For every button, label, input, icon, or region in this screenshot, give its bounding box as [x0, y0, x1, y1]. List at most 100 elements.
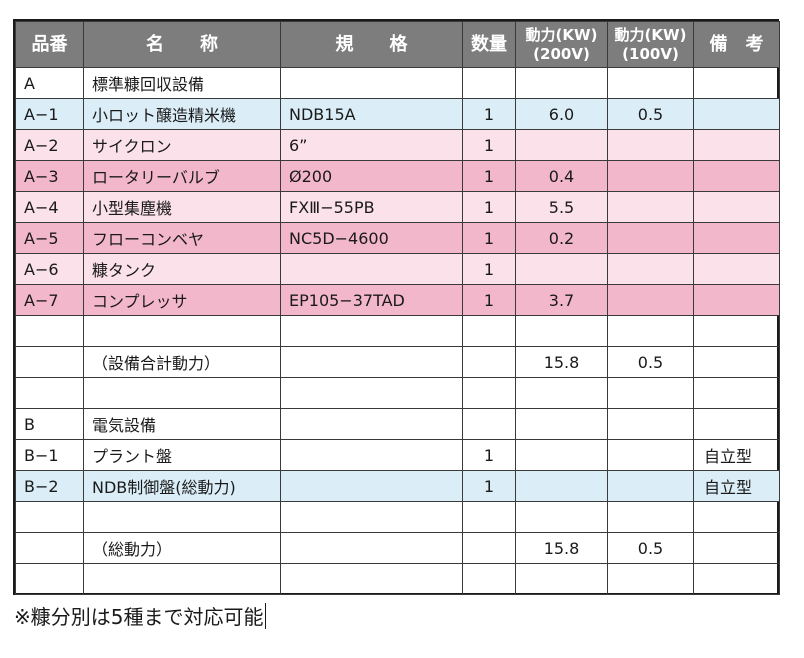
- cell-note: 自立型: [693, 439, 780, 471]
- cell-spec: [280, 408, 463, 440]
- cell-code: A−5: [15, 222, 84, 254]
- cell-note: [693, 67, 780, 99]
- cell-name: コンプレッサ: [83, 284, 281, 316]
- cell-power-200v: 3.7: [515, 284, 608, 316]
- cell-spec: [280, 67, 463, 99]
- cell-power-100v: 0.5: [607, 98, 694, 130]
- table-row: A−5 フローコンベヤ NC5D−4600 1 0.2: [15, 222, 780, 254]
- cell-power-100v: [607, 470, 694, 502]
- cell-qty: 1: [462, 191, 516, 223]
- table-row: A−2 サイクロン 6” 1: [15, 129, 780, 161]
- header-power-100v: 動力(KW) (100V): [607, 21, 694, 68]
- cell-power-100v: [607, 501, 694, 533]
- cell-spec: [280, 346, 463, 378]
- cell-code: B−1: [15, 439, 84, 471]
- cell-qty: 1: [462, 284, 516, 316]
- cell-qty: 1: [462, 160, 516, 192]
- cell-power-100v: [607, 439, 694, 471]
- cell-power-200v: [515, 377, 608, 409]
- cell-name: [83, 501, 281, 533]
- cell-qty: [462, 532, 516, 564]
- cell-spec: EP105−37TAD: [280, 284, 463, 316]
- cell-spec: NC5D−4600: [280, 222, 463, 254]
- header-power-100v-line2: (100V): [622, 44, 679, 63]
- cell-power-200v: 0.4: [515, 160, 608, 192]
- table-header-row: 品番 名 称 規 格 数量 動力(KW) (200V) 動力(KW) (100V…: [15, 21, 780, 68]
- table-row: A−1 小ロット醸造精米機 NDB15A 1 6.0 0.5: [15, 98, 780, 130]
- cell-power-200v: 0.2: [515, 222, 608, 254]
- cell-code: B−2: [15, 470, 84, 502]
- cell-name: サイクロン: [83, 129, 281, 161]
- table-row: B−1 プラント盤 1 自立型: [15, 439, 780, 471]
- cell-name: 小ロット醸造精米機: [83, 98, 281, 130]
- cell-qty: [462, 501, 516, 533]
- cell-power-200v: [515, 501, 608, 533]
- cell-name: ロータリーバルブ: [83, 160, 281, 192]
- cell-spec: [280, 253, 463, 285]
- cell-qty: [462, 377, 516, 409]
- cell-power-200v: [515, 563, 608, 595]
- cell-name: [83, 315, 281, 347]
- text-cursor: [265, 602, 267, 629]
- cell-name: [83, 377, 281, 409]
- cell-qty: [462, 563, 516, 595]
- header-code: 品番: [15, 21, 84, 68]
- cell-code: A−6: [15, 253, 84, 285]
- footnote-text: ※糠分別は5種まで対応可能: [14, 605, 264, 629]
- cell-code: A−4: [15, 191, 84, 223]
- footnote: ※糠分別は5種まで対応可能: [14, 601, 267, 630]
- cell-note: [693, 563, 780, 595]
- cell-code: A: [15, 67, 84, 99]
- header-name: 名 称: [83, 21, 281, 68]
- cell-qty: 1: [462, 439, 516, 471]
- cell-power-100v: [607, 191, 694, 223]
- cell-power-100v: [607, 129, 694, 161]
- cell-spec: 6”: [280, 129, 463, 161]
- cell-spec: Ø200: [280, 160, 463, 192]
- cell-code: [15, 315, 84, 347]
- cell-note: [693, 532, 780, 564]
- cell-name: 糠タンク: [83, 253, 281, 285]
- cell-note: [693, 346, 780, 378]
- table-row: A−6 糠タンク 1: [15, 253, 780, 285]
- cell-power-100v: [607, 563, 694, 595]
- cell-code: [15, 532, 84, 564]
- cell-code: B: [15, 408, 84, 440]
- cell-name: 小型集塵機: [83, 191, 281, 223]
- header-spec: 規 格: [280, 21, 463, 68]
- cell-note: [693, 377, 780, 409]
- cell-code: A−7: [15, 284, 84, 316]
- cell-name: 電気設備: [83, 408, 281, 440]
- cell-note: [693, 253, 780, 285]
- table-row: （設備合計動力） 15.8 0.5: [15, 346, 780, 378]
- cell-note: [693, 501, 780, 533]
- cell-spec: [280, 563, 463, 595]
- cell-note: [693, 98, 780, 130]
- equipment-table-frame: 品番 名 称 規 格 数量 動力(KW) (200V) 動力(KW) (100V…: [13, 19, 780, 595]
- cell-power-100v: 0.5: [607, 532, 694, 564]
- cell-code: A−1: [15, 98, 84, 130]
- cell-spec: NDB15A: [280, 98, 463, 130]
- cell-spec: [280, 315, 463, 347]
- cell-note: [693, 129, 780, 161]
- header-power-200v-line2: (200V): [533, 44, 590, 63]
- cell-power-200v: [515, 470, 608, 502]
- cell-name: NDB制御盤(総動力): [83, 470, 281, 502]
- cell-power-200v: 15.8: [515, 346, 608, 378]
- cell-name: [83, 563, 281, 595]
- table-row: [15, 501, 780, 533]
- header-power-100v-line1: 動力(KW): [614, 25, 687, 44]
- header-power-200v: 動力(KW) (200V): [515, 21, 608, 68]
- cell-name: （設備合計動力）: [83, 346, 281, 378]
- cell-note: [693, 160, 780, 192]
- cell-power-200v: 15.8: [515, 532, 608, 564]
- table-body: A 標準糠回収設備 A−1 小ロット醸造精米機 NDB15A 1 6.0 0.5 A−2 サイクロ…: [15, 67, 780, 595]
- cell-note: [693, 408, 780, 440]
- cell-power-200v: 5.5: [515, 191, 608, 223]
- cell-code: A−3: [15, 160, 84, 192]
- table-row: （総動力） 15.8 0.5: [15, 532, 780, 564]
- cell-spec: [280, 470, 463, 502]
- cell-power-200v: [515, 439, 608, 471]
- cell-qty: [462, 346, 516, 378]
- cell-name: 標準糠回収設備: [83, 67, 281, 99]
